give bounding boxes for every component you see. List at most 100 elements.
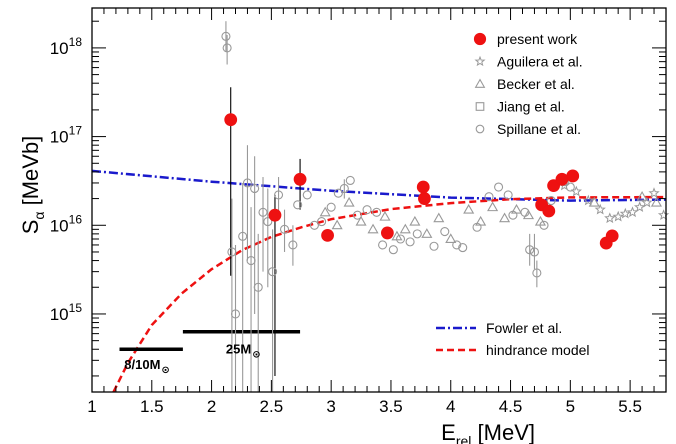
point-spillane-et-al--25 xyxy=(372,207,382,217)
point-spillane-et-al--15 xyxy=(293,200,303,210)
curve-hindrance-model xyxy=(112,195,667,393)
axis-tick-labels: 1 1.5 2 2.5 3 3.5 4 4.5 5 5.5 1015 1016 1017 1018 xyxy=(50,35,642,416)
x-tick-label: 2 xyxy=(207,397,216,416)
point-spillane-et-al--4 xyxy=(238,231,248,241)
point-becker-et-al--19 xyxy=(588,196,600,207)
point-spillane-et-al--10 xyxy=(263,217,273,227)
point-spillane-et-al--26 xyxy=(378,240,388,250)
point-becker-et-al--15 xyxy=(499,212,511,223)
annotation-label-0: 8/10M xyxy=(124,357,160,372)
point-spillane-et-al--5 xyxy=(242,178,253,188)
y-tick-label: 1017 xyxy=(50,124,83,147)
point-becker-et-al--5 xyxy=(379,210,391,221)
point-becker-et-al--12 xyxy=(463,203,475,214)
point-spillane-et-al--13 xyxy=(279,224,290,234)
point-becker-et-al--3 xyxy=(355,215,367,226)
point-present-work-3 xyxy=(321,228,334,242)
point-spillane-et-al--9 xyxy=(258,207,268,217)
point-spillane-et-al--38 xyxy=(503,190,513,200)
point-present-work-5 xyxy=(416,180,430,194)
point-aguilera-et-al--9 xyxy=(641,196,653,208)
point-spillane-et-al--29 xyxy=(405,237,415,247)
point-becker-et-al--10 xyxy=(433,212,445,223)
point-aguilera-et-al--4 xyxy=(604,212,616,224)
legend-marker-4 xyxy=(475,124,485,134)
point-becker-et-al--2 xyxy=(343,196,355,207)
point-spillane-et-al--23 xyxy=(352,210,363,220)
point-becker-et-al--21 xyxy=(650,196,662,207)
point-aguilera-et-al--8 xyxy=(633,201,646,212)
point-spillane-et-al--43 xyxy=(532,268,542,278)
point-spillane-et-al--30 xyxy=(412,229,422,239)
point-spillane-et-al--45 xyxy=(546,196,556,206)
point-spillane-et-al--31 xyxy=(429,241,439,251)
x-tick-label: 5.5 xyxy=(618,397,642,416)
point-spillane-et-al--21 xyxy=(339,183,349,194)
point-spillane-et-al--41 xyxy=(525,245,535,255)
annotation-label-1: 25M xyxy=(226,341,251,356)
annotation-symbol-1: ⊙ xyxy=(252,349,260,360)
point-aguilera-et-al--10 xyxy=(648,187,660,198)
point-spillane-et-al--6 xyxy=(246,256,256,266)
point-spillane-et-al--24 xyxy=(362,205,372,215)
legend-label-2: Becker et al. xyxy=(497,76,575,92)
point-spillane-et-al--32 xyxy=(440,226,450,237)
x-tick-label: 3 xyxy=(326,397,335,416)
point-spillane-et-al--42 xyxy=(529,247,540,257)
point-present-work-2 xyxy=(293,172,307,186)
point-spillane-et-al--36 xyxy=(484,192,494,202)
point-spillane-et-al--11 xyxy=(268,267,278,277)
point-spillane-et-al--27 xyxy=(388,245,398,255)
annotation-symbol-0: ⊙ xyxy=(161,365,169,376)
point-becker-et-al--13 xyxy=(475,215,487,226)
legend-label-1: Aguilera et al. xyxy=(497,54,583,70)
point-becker-et-al--14 xyxy=(487,201,499,212)
point-becker-et-al--6 xyxy=(391,230,403,241)
point-present-work-13 xyxy=(605,229,619,243)
point-spillane-et-al--12 xyxy=(273,190,284,200)
point-becker-et-al--4 xyxy=(367,223,379,234)
point-spillane-et-al--16 xyxy=(302,190,312,200)
point-present-work-4 xyxy=(380,226,394,240)
y-tick-label: 1016 xyxy=(50,212,83,235)
point-spillane-et-al--34 xyxy=(458,243,468,253)
point-becker-et-al--0 xyxy=(319,206,331,217)
point-becker-et-al--18 xyxy=(534,215,546,226)
point-spillane-et-al--19 xyxy=(326,202,336,212)
point-spillane-et-al--17 xyxy=(309,220,319,230)
point-spillane-et-al--7 xyxy=(250,183,260,194)
legend-data: present work Aguilera et al. Becker et al.… xyxy=(473,31,583,137)
legend-model-label-1: hindrance model xyxy=(486,342,590,358)
legend-marker-2 xyxy=(474,78,486,88)
point-present-work-10 xyxy=(555,172,569,186)
legend-label-4: Spillane et al. xyxy=(497,121,581,137)
point-spillane-et-al--3 xyxy=(230,309,241,319)
point-aguilera-et-al--3 xyxy=(594,203,606,215)
point-present-work-11 xyxy=(566,169,580,183)
point-spillane-et-al--8 xyxy=(253,282,263,292)
legend-label-3: Jiang et al. xyxy=(497,99,565,115)
point-aguilera-et-al--5 xyxy=(612,210,624,222)
point-present-work-1 xyxy=(268,208,282,222)
point-aguilera-et-al--11 xyxy=(657,209,670,220)
legend-model-label-0: Fowler et al. xyxy=(486,320,562,336)
x-tick-label: 3.5 xyxy=(379,397,403,416)
point-present-work-0 xyxy=(224,113,238,127)
point-present-work-6 xyxy=(418,192,431,205)
y-tick-label: 1018 xyxy=(50,35,83,58)
point-becker-et-al--16 xyxy=(510,203,523,214)
point-spillane-et-al--28 xyxy=(395,234,406,244)
mass-annotations: 8/10M ⊙25M ⊙ xyxy=(124,341,260,376)
point-becker-et-al--17 xyxy=(522,209,535,220)
point-aguilera-et-al--2 xyxy=(582,194,594,206)
point-present-work-8 xyxy=(542,204,556,218)
point-becker-et-al--7 xyxy=(399,223,411,234)
point-spillane-et-al--14 xyxy=(288,240,298,250)
legend-marker-3 xyxy=(475,102,485,111)
legend-marker-1 xyxy=(474,55,486,67)
x-tick-label: 2.5 xyxy=(260,397,284,416)
y-axis-title: Sα [MeVb] xyxy=(18,136,47,235)
x-tick-label: 5 xyxy=(566,397,575,416)
legend-marker-0 xyxy=(473,32,487,46)
